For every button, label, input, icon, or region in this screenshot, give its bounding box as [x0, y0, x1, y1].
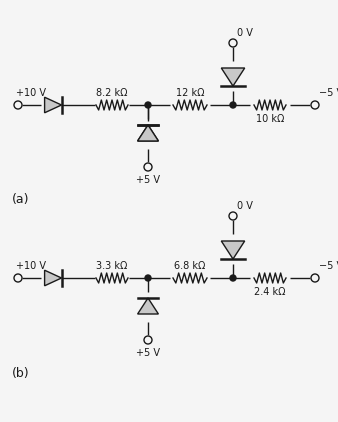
- Text: (b): (b): [12, 366, 30, 379]
- Circle shape: [229, 39, 237, 47]
- Text: −5 V: −5 V: [319, 261, 338, 271]
- Text: +10 V: +10 V: [16, 88, 46, 98]
- Circle shape: [14, 101, 22, 109]
- Text: 2.4 kΩ: 2.4 kΩ: [254, 287, 286, 297]
- Circle shape: [229, 212, 237, 220]
- Text: 0 V: 0 V: [237, 201, 253, 211]
- Polygon shape: [221, 68, 245, 86]
- Text: 6.8 kΩ: 6.8 kΩ: [174, 261, 206, 271]
- Text: 12 kΩ: 12 kΩ: [176, 88, 204, 98]
- Text: 0 V: 0 V: [237, 28, 253, 38]
- Circle shape: [144, 336, 152, 344]
- Polygon shape: [45, 97, 62, 113]
- Text: +10 V: +10 V: [16, 261, 46, 271]
- Circle shape: [230, 275, 236, 281]
- Circle shape: [14, 274, 22, 282]
- Circle shape: [145, 102, 151, 108]
- Polygon shape: [138, 125, 159, 141]
- Circle shape: [145, 275, 151, 281]
- Text: 8.2 kΩ: 8.2 kΩ: [96, 88, 128, 98]
- Text: +5 V: +5 V: [136, 348, 160, 358]
- Text: 10 kΩ: 10 kΩ: [256, 114, 284, 124]
- Text: −5 V: −5 V: [319, 88, 338, 98]
- Text: 3.3 kΩ: 3.3 kΩ: [96, 261, 128, 271]
- Circle shape: [311, 274, 319, 282]
- Circle shape: [230, 102, 236, 108]
- Polygon shape: [221, 241, 245, 259]
- Polygon shape: [138, 125, 159, 141]
- Polygon shape: [45, 270, 62, 286]
- Polygon shape: [138, 298, 159, 314]
- Circle shape: [311, 101, 319, 109]
- Text: +5 V: +5 V: [136, 175, 160, 185]
- Text: (a): (a): [12, 194, 29, 206]
- Circle shape: [144, 163, 152, 171]
